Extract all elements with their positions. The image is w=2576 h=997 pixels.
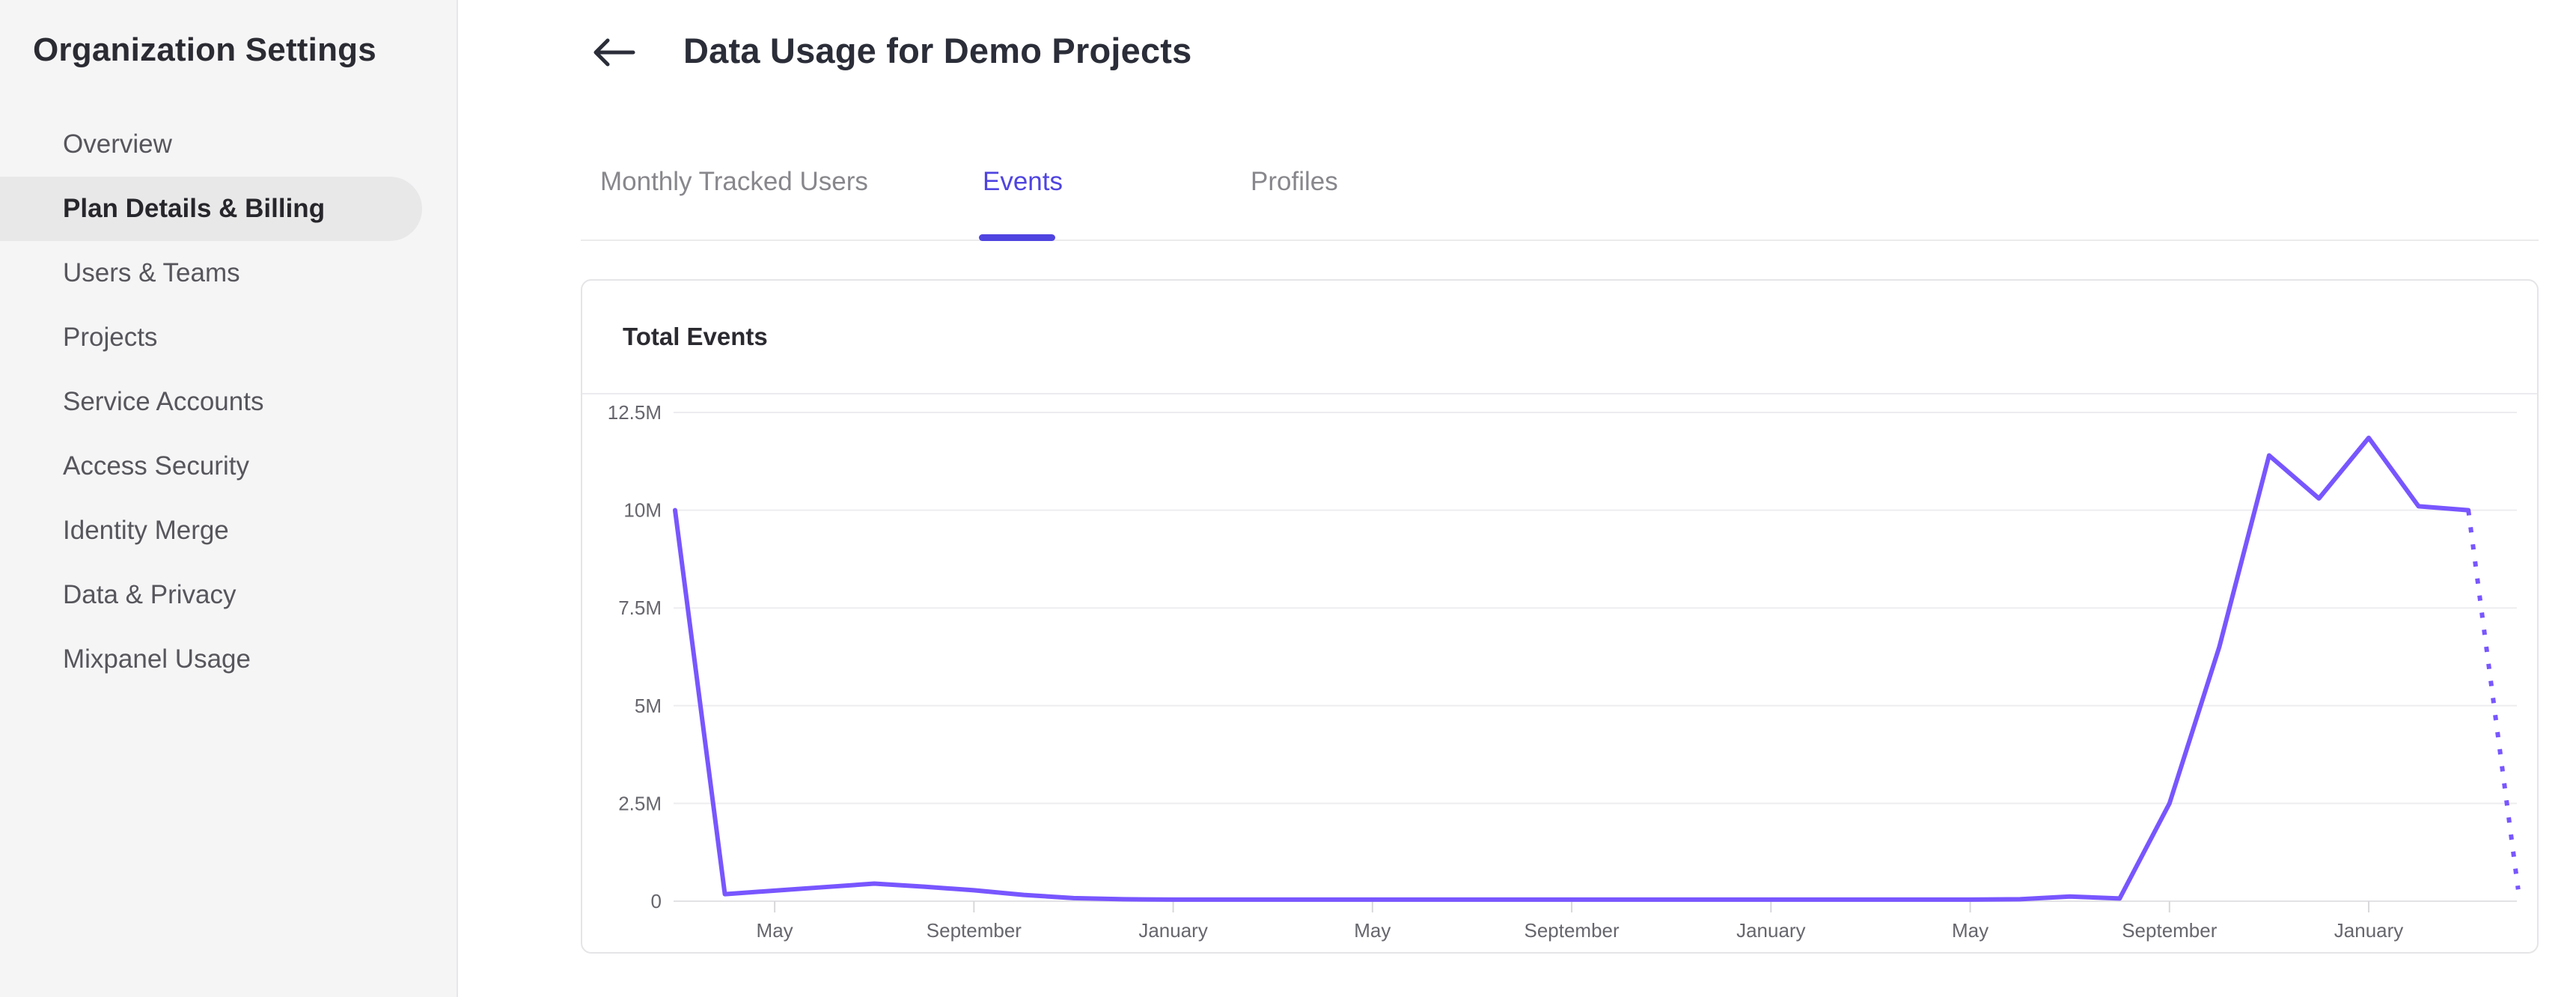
sidebar-nav: Overview Plan Details & Billing Users & … <box>0 112 458 692</box>
svg-text:10M: 10M <box>623 499 662 522</box>
card-title: Total Events <box>623 323 768 350</box>
sidebar-item-overview[interactable]: Overview <box>63 129 172 159</box>
sidebar-item-service-accounts[interactable]: Service Accounts <box>63 387 264 416</box>
svg-text:January: January <box>1736 919 1806 942</box>
sidebar-item-projects[interactable]: Projects <box>63 323 158 352</box>
organization-settings-sidebar: Organization Settings Overview Plan Deta… <box>0 0 458 997</box>
svg-text:May: May <box>757 919 793 942</box>
sidebar-item-identity-merge[interactable]: Identity Merge <box>63 516 229 545</box>
sidebar-item-users-teams[interactable]: Users & Teams <box>63 258 240 287</box>
svg-text:September: September <box>2122 919 2218 942</box>
svg-text:May: May <box>1354 919 1391 942</box>
tab-profiles[interactable]: Profiles <box>1251 167 1338 196</box>
tab-monthly-tracked-users[interactable]: Monthly Tracked Users <box>600 167 868 196</box>
total-events-line-chart[interactable]: 0 2.5M 5M 7.5M 10M 12.5M May September January Ma… <box>582 397 2537 952</box>
tab-bar-divider <box>581 240 2539 241</box>
svg-text:7.5M: 7.5M <box>618 597 662 619</box>
sidebar-item-mixpanel-usage[interactable]: Mixpanel Usage <box>63 644 251 674</box>
sidebar-title: Organization Settings <box>33 31 376 68</box>
svg-text:January: January <box>2334 919 2404 942</box>
back-button[interactable] <box>590 34 639 70</box>
tab-events[interactable]: Events <box>983 167 1063 196</box>
sidebar-item-data-privacy[interactable]: Data & Privacy <box>63 580 236 609</box>
total-events-card: Total Events 0 2.5M 5M 7.5M 10M 12.5M May Septe… <box>581 279 2539 954</box>
svg-text:September: September <box>927 919 1022 942</box>
svg-text:May: May <box>1952 919 1989 942</box>
arrow-left-icon <box>590 38 639 73</box>
active-tab-underline <box>979 234 1055 241</box>
sidebar-item-plan-details-billing[interactable]: Plan Details & Billing <box>0 177 422 241</box>
svg-text:0: 0 <box>651 890 662 912</box>
svg-text:12.5M: 12.5M <box>608 401 662 424</box>
svg-text:5M: 5M <box>635 695 662 717</box>
sidebar-item-access-security[interactable]: Access Security <box>63 451 249 481</box>
card-title-divider <box>582 393 2537 394</box>
svg-text:2.5M: 2.5M <box>618 792 662 814</box>
svg-text:September: September <box>1524 919 1620 942</box>
svg-text:January: January <box>1138 919 1208 942</box>
page-title: Data Usage for Demo Projects <box>683 31 1192 70</box>
